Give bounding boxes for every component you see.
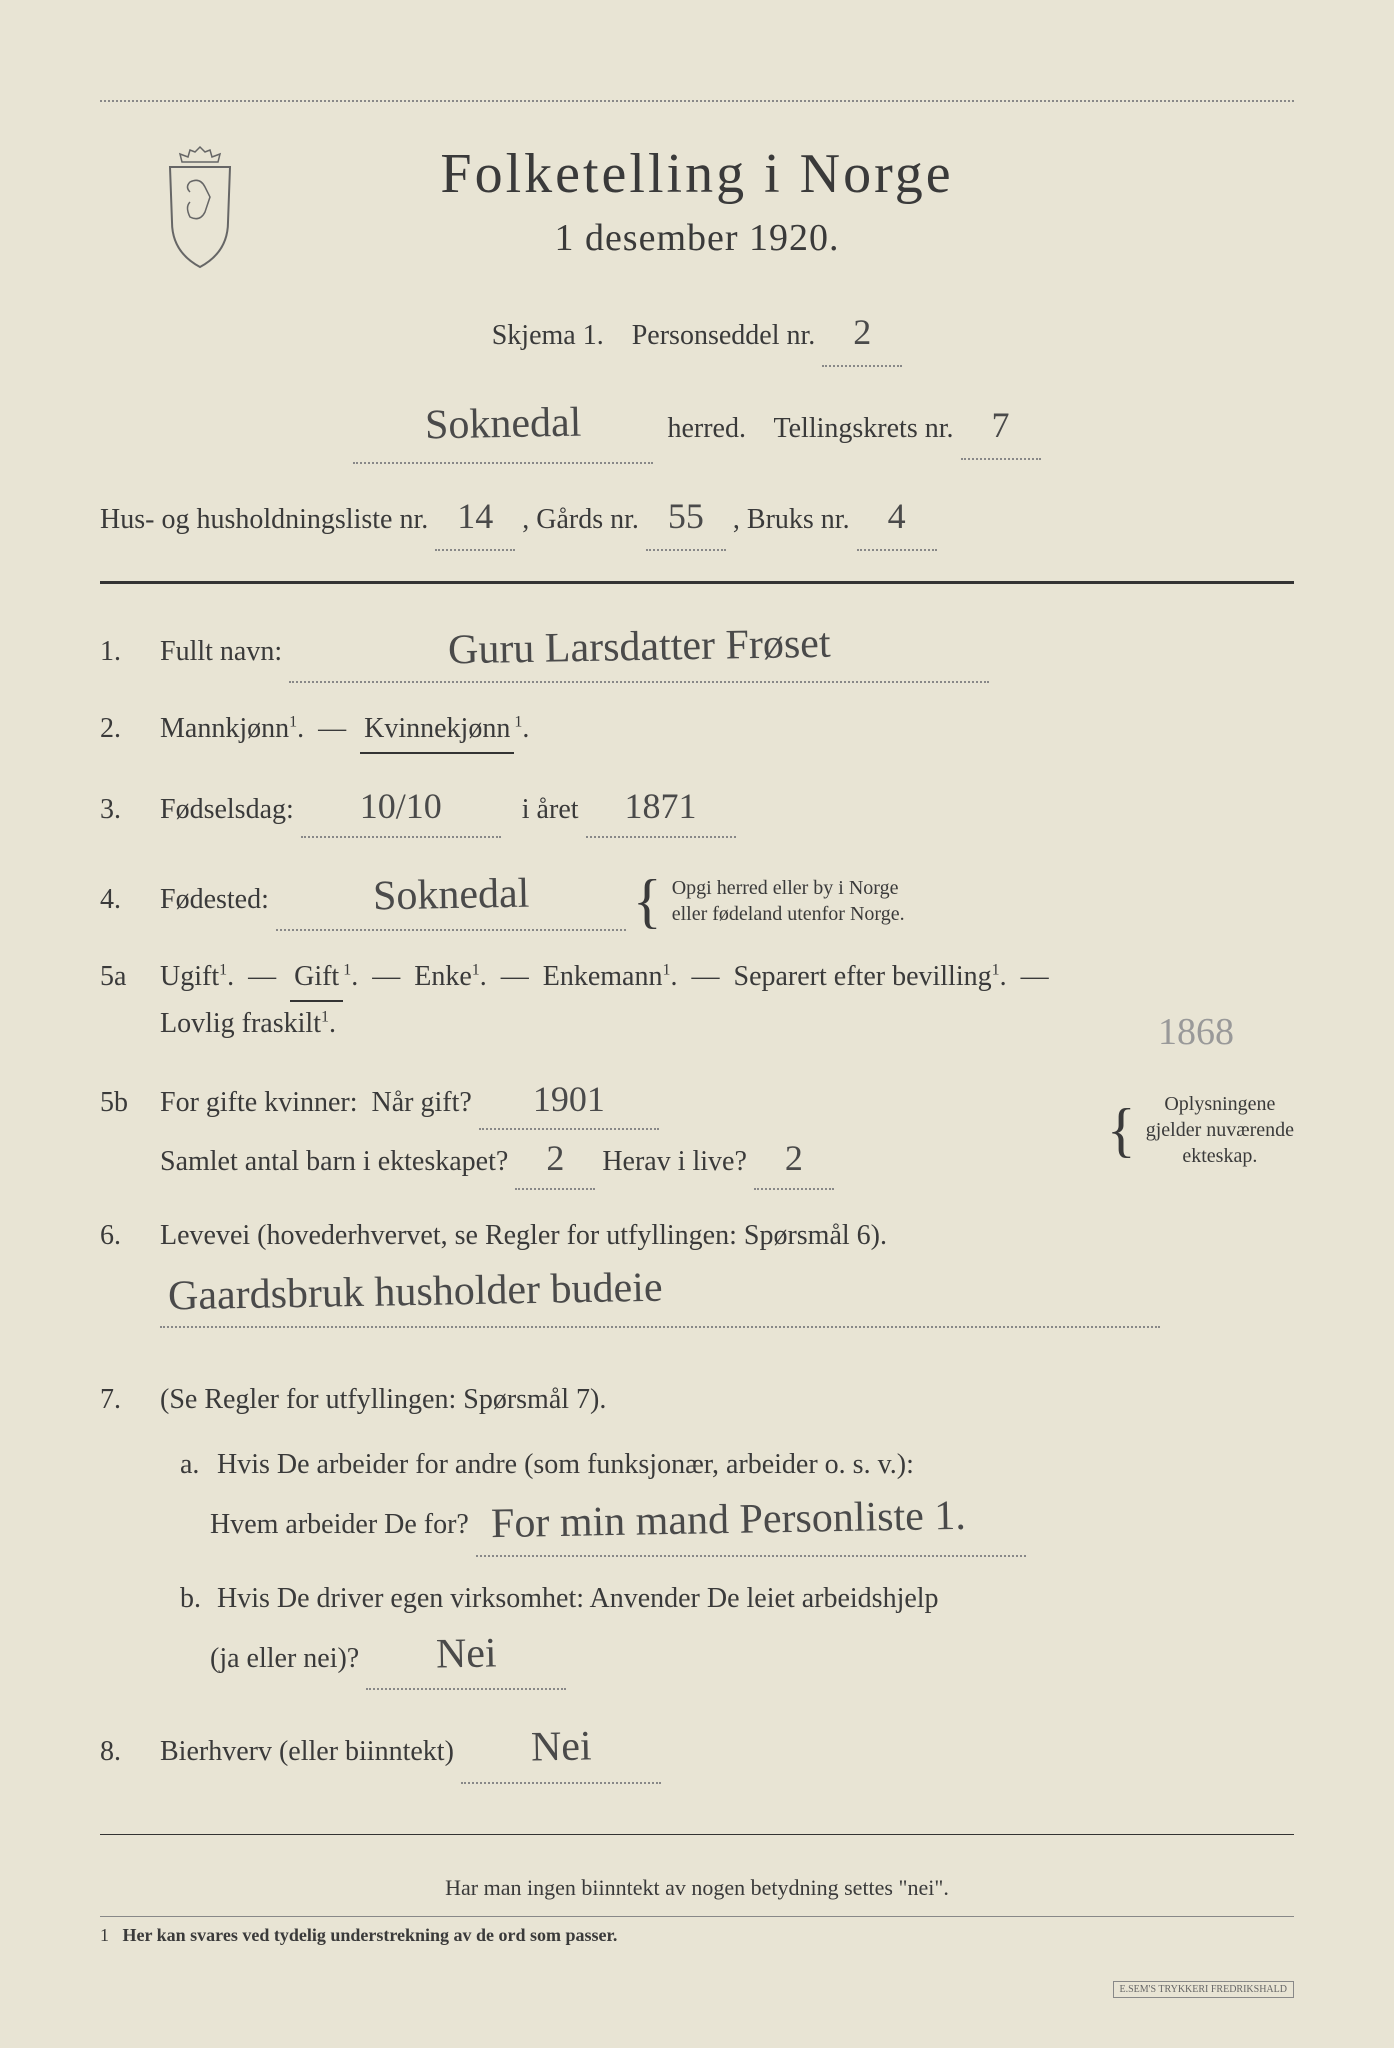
q5b-year: 1901 bbox=[533, 1071, 605, 1129]
q3-label: Fødselsdag: bbox=[160, 794, 294, 825]
q4-label: Fødested: bbox=[160, 884, 269, 915]
q8-label: Bierhverv (eller biinntekt) bbox=[160, 1736, 454, 1767]
tellingskrets-label: Tellingskrets nr. bbox=[773, 413, 953, 444]
herred-label: herred. bbox=[667, 413, 746, 444]
footnote-small: Her kan svares ved tydelig understreknin… bbox=[123, 1925, 618, 1945]
q8-value: Nei bbox=[530, 1714, 592, 1782]
q5a-enke: Enke bbox=[414, 961, 472, 992]
q6-value: Gaardsbruk husholder budeie bbox=[167, 1254, 663, 1330]
q7-label: (Se Regler for utfyllingen: Spørsmål 7). bbox=[160, 1384, 606, 1415]
hus-nr: 14 bbox=[457, 484, 493, 549]
q6-label: Levevei (hovederhvervet, se Regler for u… bbox=[160, 1220, 887, 1251]
q2-mann: Mannkjønn bbox=[160, 713, 289, 744]
q5b-note2: gjelder nuværende bbox=[1146, 1119, 1294, 1141]
printer-mark: E.SEM'S TRYKKERI FREDRIKSHALD bbox=[1113, 1981, 1294, 1998]
question-6: 6. Levevei (hovederhvervet, se Regler fo… bbox=[100, 1214, 1294, 1328]
schema-label: Skjema 1. bbox=[492, 320, 604, 351]
q3-year: 1871 bbox=[625, 778, 697, 836]
question-4: 4. Fødested: Soknedal { Opgi herred elle… bbox=[100, 862, 1294, 931]
question-5a: 5a Ugift1. — Gift1. — Enke1. — Enkemann1… bbox=[100, 955, 1294, 1047]
q7b-letter: b. bbox=[180, 1577, 210, 1622]
personseddel-label: Personseddel nr. bbox=[632, 320, 816, 351]
q5b-label1: For gifte kvinner: bbox=[160, 1087, 358, 1118]
gards-label: Gårds nr. bbox=[536, 504, 639, 535]
q7b-label1: Hvis De driver egen virksomhet: Anvender… bbox=[217, 1583, 939, 1614]
q4-num: 4. bbox=[100, 878, 160, 923]
hus-label: Hus- og husholdningsliste nr. bbox=[100, 504, 428, 535]
question-2: 2. Mannkjønn1. — Kvinnekjønn1. bbox=[100, 707, 1294, 754]
q5a-fraskilt: Lovlig fraskilt bbox=[160, 1008, 321, 1039]
q5b-note3: ekteskap. bbox=[1182, 1145, 1257, 1167]
page-title: Folketelling i Norge bbox=[100, 142, 1294, 206]
question-8: 8. Bierhverv (eller biinntekt) Nei bbox=[100, 1714, 1294, 1783]
herred-value: Soknedal bbox=[425, 385, 583, 463]
q3-aret: i året bbox=[522, 794, 579, 825]
q5b-label4: Herav i live? bbox=[602, 1146, 747, 1177]
q1-label: Fullt navn: bbox=[160, 636, 282, 667]
q5a-gift: Gift bbox=[290, 955, 343, 1002]
page-subtitle: 1 desember 1920. bbox=[100, 216, 1294, 260]
question-3: 3. Fødselsdag: 10/10 i året 1871 bbox=[100, 778, 1294, 838]
coat-of-arms-icon bbox=[150, 142, 250, 272]
q5a-ugift: Ugift bbox=[160, 961, 219, 992]
q1-value: Guru Larsdatter Frøset bbox=[447, 611, 831, 685]
q2-num: 2. bbox=[100, 707, 160, 752]
bruks-label: Bruks nr. bbox=[747, 504, 850, 535]
q4-note2: eller fødeland utenfor Norge. bbox=[672, 903, 905, 925]
q5b-label3: Samlet antal barn i ekteskapet? bbox=[160, 1146, 508, 1177]
q6-num: 6. bbox=[100, 1214, 160, 1259]
q5b-num: 5b bbox=[100, 1081, 160, 1126]
tellingskrets-nr: 7 bbox=[992, 393, 1010, 458]
question-7: 7. (Se Regler for utfyllingen: Spørsmål … bbox=[100, 1378, 1294, 1691]
gards-nr: 55 bbox=[668, 484, 704, 549]
personseddel-nr: 2 bbox=[853, 300, 871, 365]
q5a-enkemann: Enkemann bbox=[543, 961, 663, 992]
q5b-note1: Oplysningene bbox=[1164, 1093, 1275, 1115]
q7a-value: For min mand Personliste 1. bbox=[490, 1483, 966, 1558]
q7b-value: Nei bbox=[435, 1621, 497, 1689]
q3-num: 3. bbox=[100, 788, 160, 833]
q8-num: 8. bbox=[100, 1730, 160, 1775]
q2-kvinne: Kvinnekjønn bbox=[360, 707, 514, 754]
brace-icon: { bbox=[1107, 1115, 1136, 1145]
q1-num: 1. bbox=[100, 630, 160, 675]
q7a-letter: a. bbox=[180, 1443, 210, 1488]
q7a-label1: Hvis De arbeider for andre (som funksjon… bbox=[217, 1449, 914, 1480]
q7-num: 7. bbox=[100, 1378, 160, 1423]
q4-note1: Opgi herred eller by i Norge bbox=[672, 877, 899, 899]
q5a-separert: Separert efter bevilling bbox=[734, 961, 992, 992]
q5b-live: 2 bbox=[785, 1130, 803, 1188]
question-1: 1. Fullt navn: Guru Larsdatter Frøset bbox=[100, 614, 1294, 683]
q5b-label2: Når gift? bbox=[372, 1087, 472, 1118]
q5a-num: 5a bbox=[100, 955, 160, 1000]
brace-icon: { bbox=[633, 886, 662, 916]
q7a-label2: Hvem arbeider De for? bbox=[210, 1509, 469, 1540]
q4-value: Soknedal bbox=[372, 860, 529, 930]
footnote-num: 1 bbox=[100, 1925, 109, 1945]
q3-day: 10/10 bbox=[360, 778, 442, 836]
q7b-label2: (ja eller nei)? bbox=[210, 1643, 359, 1674]
question-5b: 5b For gifte kvinner: Når gift? 1901 Sam… bbox=[100, 1071, 1294, 1190]
q5b-barn: 2 bbox=[546, 1130, 564, 1188]
header: Folketelling i Norge 1 desember 1920. bbox=[100, 142, 1294, 260]
bruks-nr: 4 bbox=[888, 484, 906, 549]
pencil-annotation: 1868 bbox=[1158, 1002, 1234, 1063]
footnote-main: Har man ingen biinntekt av nogen betydni… bbox=[100, 1875, 1294, 1901]
